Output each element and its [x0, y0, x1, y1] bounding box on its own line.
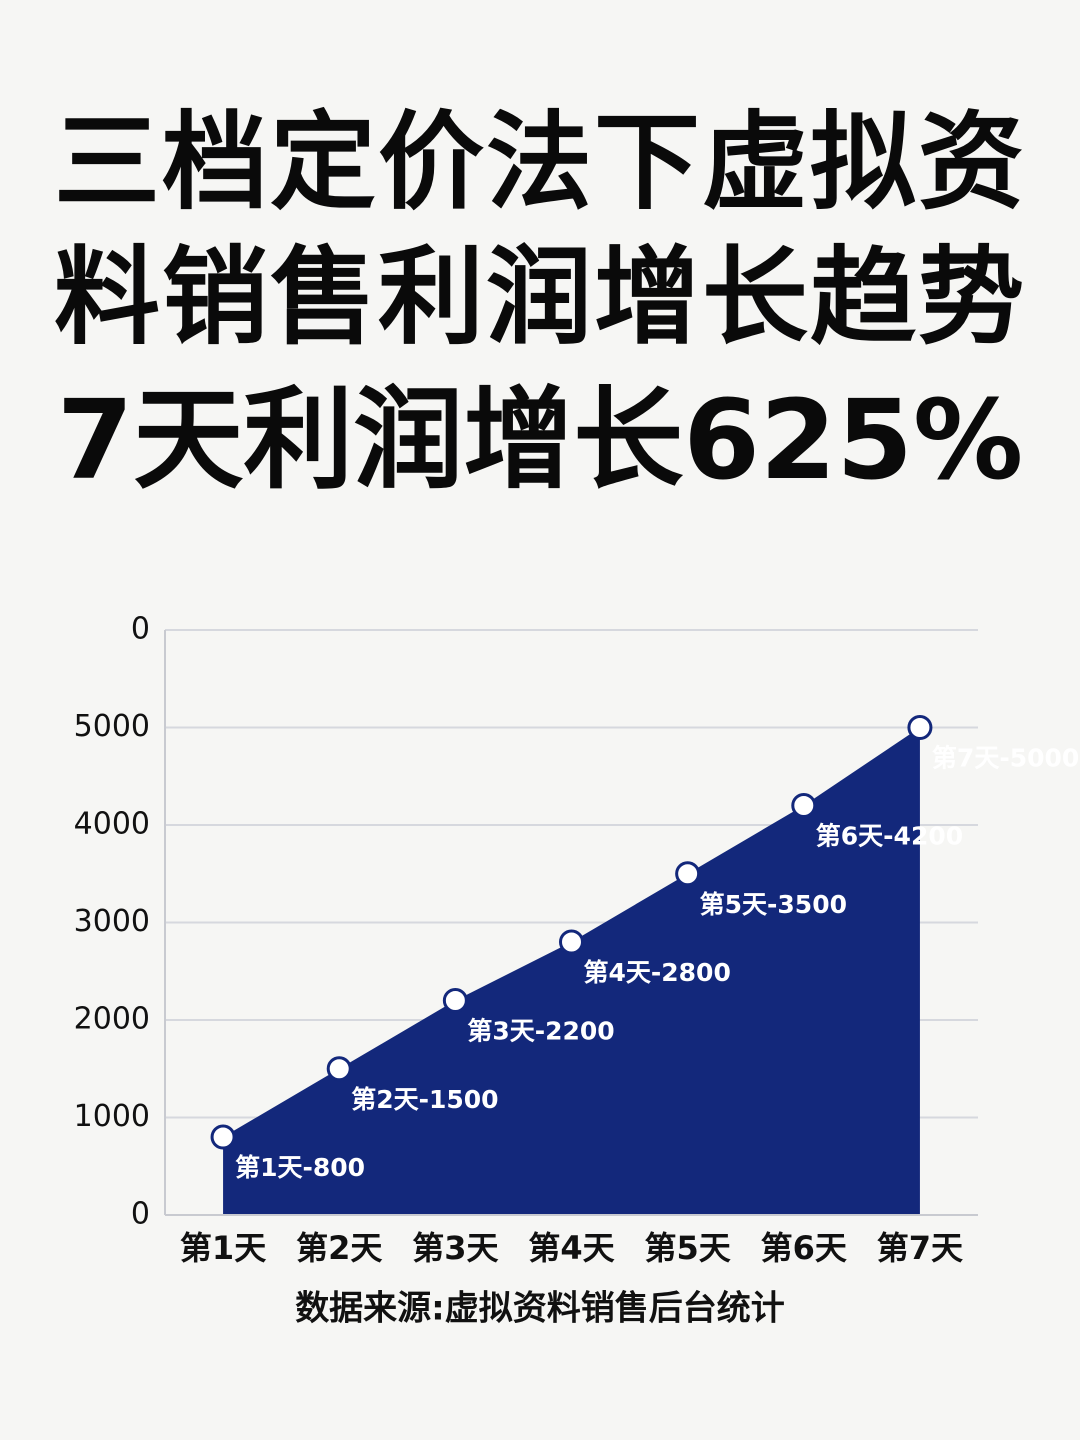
point-marker [210, 1124, 236, 1150]
x-tick-label: 第5天 [645, 1229, 731, 1267]
x-tick-label: 第7天 [877, 1229, 963, 1267]
area [223, 727, 920, 1215]
source-note: 数据来源:虚拟资料销售后台统计 [295, 1289, 785, 1329]
y-tick-label: 3000 [74, 904, 150, 939]
data-label: 第3天-2200 [467, 1017, 614, 1046]
y-tick-label: 0 [131, 612, 150, 647]
data-label: 第6天-4200 [816, 822, 963, 851]
point-marker [442, 988, 468, 1013]
point-marker [326, 1056, 352, 1082]
y-tick-label: 4000 [74, 807, 150, 842]
point-marker [559, 929, 584, 955]
x-tick-label: 第2天 [296, 1229, 382, 1267]
chart-title: 三档定价法下虚拟资料销售利润增长趋势 [54, 101, 1026, 359]
point-marker [907, 715, 933, 740]
x-tick-label: 第4天 [528, 1229, 614, 1267]
chart-subtitle: 7天利润增长625% [56, 376, 1024, 504]
data-label: 第2天-1500 [351, 1085, 498, 1114]
y-tick-label: 2000 [74, 1002, 150, 1037]
data-label: 第1天-800 [235, 1153, 365, 1182]
y-tick-label: 0 [131, 1197, 150, 1232]
x-tick-label: 第3天 [412, 1229, 498, 1267]
point-marker [675, 861, 701, 887]
x-tick-label: 第1天 [180, 1229, 266, 1267]
data-label: 第7天-5000 [932, 744, 1079, 773]
data-label: 第4天-2800 [584, 958, 731, 987]
data-label: 第5天-3500 [700, 890, 847, 919]
y-tick-label: 5000 [74, 709, 150, 744]
point-marker [791, 793, 817, 818]
y-tick-label: 1000 [74, 1099, 150, 1134]
x-tick-label: 第6天 [761, 1229, 847, 1267]
